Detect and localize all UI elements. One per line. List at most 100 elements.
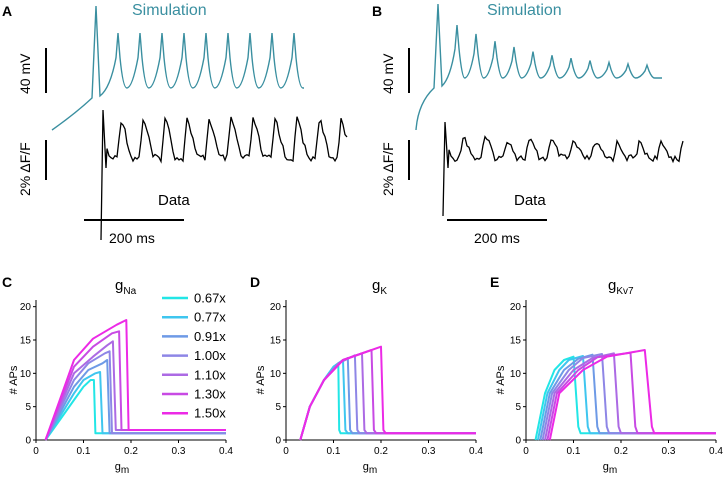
- y-tick-label: 20: [510, 302, 522, 313]
- y-tick-label: 0: [275, 436, 281, 447]
- panel-a-data-trace: [100, 109, 348, 241]
- series-line-1.30x: [44, 330, 226, 441]
- y-tick-label: 0: [25, 436, 31, 447]
- x-tick-label: 0.3: [662, 446, 676, 457]
- panel-a-data-label: Data: [158, 192, 190, 209]
- panel-a-sim-trace: [51, 5, 304, 131]
- chart-c-title: gNa: [115, 277, 137, 297]
- panel-c-label: C: [2, 274, 12, 290]
- y-tick-label: 15: [20, 336, 32, 347]
- chart-e-ylabel: # APs: [495, 365, 507, 394]
- series-line-1.50x: [44, 319, 226, 441]
- chart-c-xlabel: gm: [115, 461, 129, 476]
- x-tick-label: 0.2: [614, 446, 628, 457]
- series-line-1.00x: [44, 350, 226, 441]
- chart-e-xlabel: gm: [603, 461, 617, 476]
- chart-c-title-main: g: [115, 277, 123, 294]
- series-line-0.67x: [44, 379, 226, 441]
- chart-e-xlabel-sub: m: [609, 465, 617, 476]
- y-tick-label: 10: [510, 369, 522, 380]
- y-tick-label: 5: [275, 402, 281, 413]
- x-tick-label: 0: [523, 446, 529, 457]
- x-tick-label: 0.4: [469, 446, 483, 457]
- chart-d-xlabel-sub: m: [369, 465, 377, 476]
- legend-label-1.10x: 1.10x: [194, 367, 226, 382]
- legend-label-0.67x: 0.67x: [194, 291, 226, 306]
- x-tick-label: 0: [33, 446, 39, 457]
- chart-c-xlabel-main: g: [115, 461, 121, 473]
- x-tick-label: 0.1: [327, 446, 341, 457]
- legend-label-1.30x: 1.30x: [194, 387, 226, 402]
- y-tick-label: 20: [20, 302, 32, 313]
- y-tick-label: 10: [20, 369, 32, 380]
- chart-c-xlabel-sub: m: [121, 465, 129, 476]
- panel-a-fluor-scale-label: 2% ΔF/F: [17, 142, 33, 196]
- panel-b-sim-label: Simulation: [487, 2, 562, 19]
- chart-e-axes: 0 0.1 0.2 0.3 0.4 0 5 10 15 20: [510, 300, 723, 457]
- x-tick-label: 0.3: [172, 446, 186, 457]
- chart-c-ylabel: # APs: [8, 365, 20, 394]
- series-line-1.10x: [299, 352, 476, 441]
- chart-c-title-sub: Na: [123, 286, 136, 297]
- y-tick-label: 5: [25, 402, 31, 413]
- x-tick-label: 0.3: [422, 446, 436, 457]
- series-line-0.77x: [536, 355, 716, 441]
- chart-e-title: gKv7: [608, 277, 634, 297]
- chart-c-axes: 0 0.1 0.2 0.3 0.4 0 5 10 15 20: [20, 300, 233, 457]
- series-line-1.00x: [541, 353, 716, 441]
- series-line-0.91x: [299, 357, 476, 441]
- y-tick-label: 10: [270, 369, 282, 380]
- series-line-0.91x: [539, 353, 716, 441]
- x-tick-label: 0.4: [219, 446, 233, 457]
- chart-d-title: gK: [372, 277, 387, 297]
- y-tick-label: 5: [515, 402, 521, 413]
- panel-b-voltage-scale-label: 40 mV: [380, 53, 396, 94]
- y-tick-label: 15: [270, 336, 282, 347]
- x-tick-label: 0.1: [567, 446, 581, 457]
- chart-d-xlabel: gm: [363, 461, 377, 476]
- chart-c-lines: [44, 319, 226, 441]
- panel-b-fluor-scale-label: 2% ΔF/F: [380, 142, 396, 196]
- chart-d-title-main: g: [372, 277, 380, 294]
- y-tick-label: 0: [515, 436, 521, 447]
- series-line-1.00x: [299, 354, 476, 441]
- chart-e-lines: [534, 349, 716, 441]
- x-tick-label: 0.1: [77, 446, 91, 457]
- legend-label-1.50x: 1.50x: [194, 406, 226, 421]
- panel-a-sim-label: Simulation: [132, 2, 207, 19]
- chart-d-ylabel: # APs: [255, 365, 267, 394]
- panel-a: A Simulation 40 mV 2% ΔF/F 200 ms Data: [2, 2, 348, 246]
- series-line-0.67x: [534, 355, 716, 441]
- series-line-1.30x: [299, 349, 476, 441]
- panel-d-label: D: [250, 274, 260, 290]
- chart-d-xlabel-main: g: [363, 461, 369, 473]
- chart-e-xlabel-main: g: [603, 461, 609, 473]
- panel-b-time-scale-label: 200 ms: [474, 230, 520, 246]
- panel-a-voltage-scale-label: 40 mV: [17, 53, 33, 94]
- x-tick-label: 0: [283, 446, 289, 457]
- legend-label-0.77x: 0.77x: [194, 310, 226, 325]
- chart-d-title-sub: K: [380, 286, 387, 297]
- y-tick-label: 15: [510, 336, 522, 347]
- panel-b-sim-trace: [415, 3, 662, 131]
- panel-b: B Simulation 40 mV 2% ΔF/F 200 ms Data: [372, 2, 684, 246]
- series-line-1.50x: [548, 349, 716, 441]
- series-line-0.77x: [299, 359, 476, 441]
- legend-label-0.91x: 0.91x: [194, 329, 226, 344]
- chart-e-title-sub: Kv7: [616, 286, 634, 297]
- panel-a-time-scale-label: 200 ms: [109, 230, 155, 246]
- chart-d-lines: [299, 345, 476, 441]
- panel-b-label: B: [372, 3, 382, 19]
- panel-e-label: E: [490, 274, 499, 290]
- panel-b-data-trace: [442, 121, 684, 217]
- x-tick-label: 0.2: [374, 446, 388, 457]
- chart-c-legend: 0.67x 0.77x 0.91x 1.00x 1.10x 1.30x 1.50x: [162, 291, 226, 421]
- panel-b-data-label: Data: [514, 192, 546, 209]
- chart-d-axes: 0 0.1 0.2 0.3 0.4 0 5 10 15 20: [270, 300, 483, 457]
- series-line-1.50x: [299, 345, 476, 441]
- y-tick-label: 20: [270, 302, 282, 313]
